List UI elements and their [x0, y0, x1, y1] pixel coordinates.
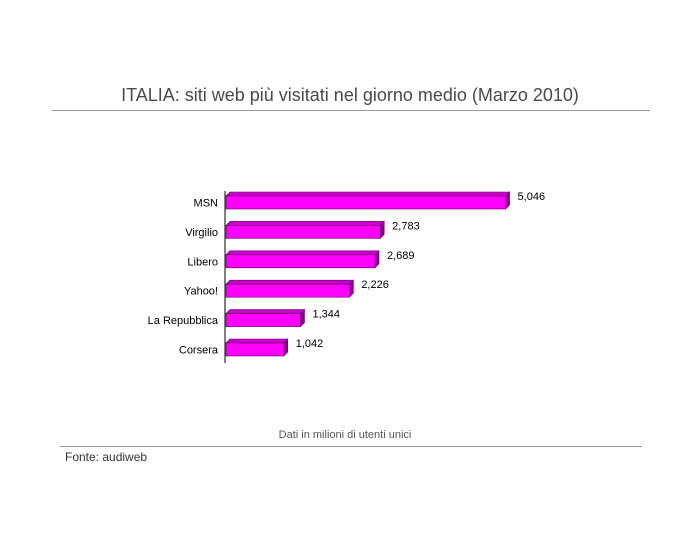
chart-title: ITALIA: siti web più visitati nel giorno… [121, 85, 579, 105]
value-label-la-repubblica: 1,344 [312, 309, 340, 321]
category-label-virgilio: Virgilio [185, 227, 218, 239]
bar-virgilio [225, 225, 381, 239]
category-label-msn: MSN [194, 198, 219, 210]
value-label-libero: 2,689 [387, 250, 415, 262]
bar-la-repubblica [225, 313, 301, 327]
category-label-yahoo: Yahoo! [184, 286, 218, 298]
footer-divider [60, 446, 642, 447]
units-note: Dati in milioni di utenti unici [278, 429, 412, 441]
bar-yahoo [225, 283, 350, 298]
bar-top-msn [225, 191, 511, 197]
value-label-msn: 5,046 [518, 191, 546, 203]
title-divider [52, 110, 650, 111]
value-label-yahoo: 2,226 [361, 279, 389, 291]
bar-top-libero [225, 250, 380, 256]
value-label-corsera: 1,042 [296, 338, 324, 350]
category-label-la-repubblica: La Repubblica [148, 315, 219, 327]
bar-top-yahoo [225, 279, 355, 285]
bar-msn [225, 195, 506, 210]
bar-top-virgilio [225, 221, 385, 226]
value-label-virgilio: 2,783 [392, 220, 420, 232]
source-note: Fonte: audiweb [65, 450, 148, 464]
category-label-corsera: Corsera [179, 345, 219, 357]
bar-top-la-repubblica [225, 309, 306, 314]
bar-corsera [225, 342, 285, 357]
bar-libero [225, 254, 376, 269]
category-label-libero: Libero [187, 256, 218, 268]
bar-top-corsera [225, 338, 289, 344]
bars-layer: MSN 5,046 Virgilio 2,783 Libero 2,689 Yahoo! 2,… [148, 191, 545, 357]
